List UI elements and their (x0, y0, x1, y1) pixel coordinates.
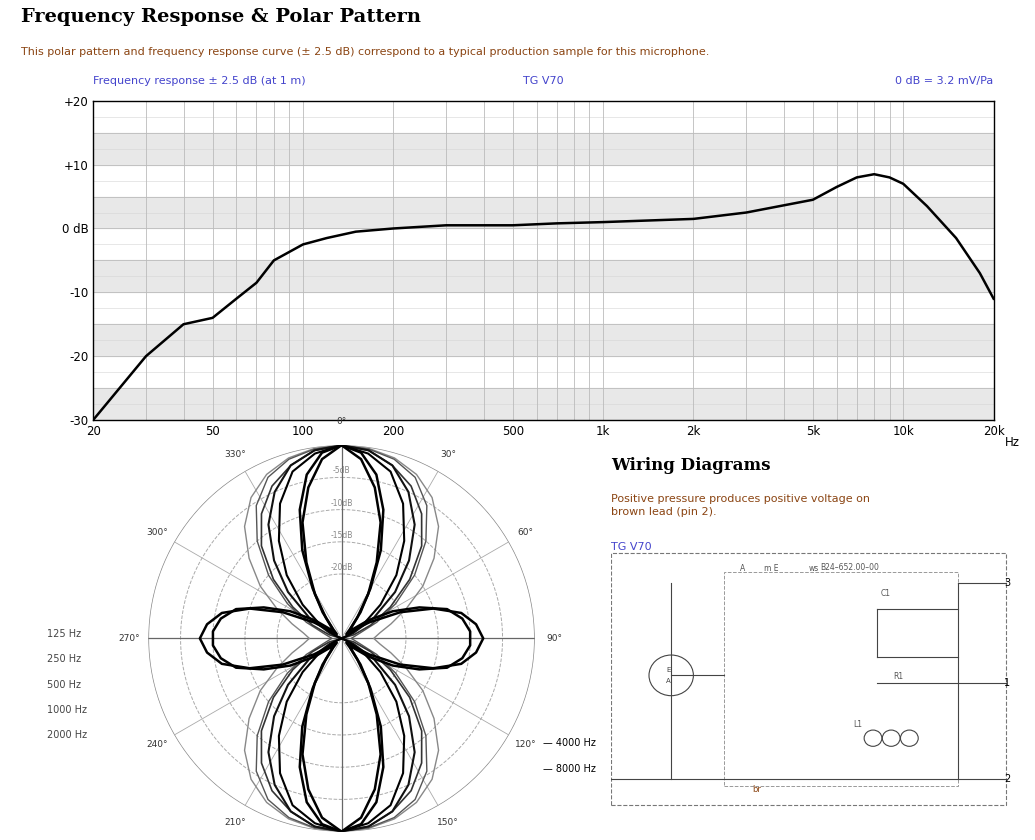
Text: C1: C1 (881, 589, 891, 597)
Text: This polar pattern and frequency response curve (± 2.5 dB) correspond to a typic: This polar pattern and frequency respons… (21, 46, 709, 56)
Bar (93, 197, 994, 228)
Bar (93, 324, 994, 356)
Text: 1000 Hz: 1000 Hz (47, 705, 87, 715)
Text: Hz: Hz (1004, 436, 1019, 449)
Text: 60°: 60° (518, 528, 534, 537)
Text: 3: 3 (1004, 578, 1010, 588)
Text: -15dB: -15dB (330, 531, 353, 540)
Text: Frequency Response & Polar Pattern: Frequency Response & Polar Pattern (21, 8, 420, 26)
Text: -20dB: -20dB (330, 563, 353, 572)
Text: 150°: 150° (437, 818, 459, 827)
Text: — 8000 Hz: — 8000 Hz (543, 764, 596, 774)
Text: 300°: 300° (147, 528, 169, 537)
Text: -10dB: -10dB (330, 499, 353, 507)
Text: 1: 1 (1004, 678, 1010, 688)
Bar (93, 388, 994, 420)
Text: B24–652.00–00: B24–652.00–00 (821, 563, 880, 572)
Bar (93, 133, 994, 165)
Text: -5dB: -5dB (332, 466, 351, 475)
Text: 0°: 0° (336, 417, 347, 426)
Text: 330°: 330° (225, 450, 246, 459)
Text: 240°: 240° (147, 740, 169, 749)
Text: Positive pressure produces positive voltage on
brown lead (pin 2).: Positive pressure produces positive volt… (611, 494, 869, 517)
Text: A: A (740, 564, 745, 574)
Text: L1: L1 (853, 720, 862, 729)
Text: m E: m E (764, 564, 778, 574)
Text: 250 Hz: 250 Hz (47, 654, 81, 664)
Bar (723, 572, 957, 786)
Text: Frequency response ± 2.5 dB (at 1 m): Frequency response ± 2.5 dB (at 1 m) (93, 76, 305, 87)
Text: TG V70: TG V70 (611, 543, 651, 553)
Text: A: A (667, 678, 671, 684)
Text: 125 Hz: 125 Hz (47, 629, 81, 639)
Text: — 4000 Hz: — 4000 Hz (543, 738, 596, 748)
Text: E: E (667, 667, 671, 673)
Bar (93, 260, 994, 292)
Text: Wiring Diagrams: Wiring Diagrams (611, 457, 770, 475)
Text: R1: R1 (893, 672, 904, 680)
Text: ws: ws (808, 564, 819, 574)
Text: br: br (751, 785, 761, 794)
Text: 2000 Hz: 2000 Hz (47, 730, 87, 740)
Bar (611, 554, 1006, 805)
Text: 2: 2 (1004, 774, 1010, 784)
Text: 120°: 120° (514, 740, 536, 749)
Text: 500 Hz: 500 Hz (47, 680, 81, 690)
Text: 0 dB = 3.2 mV/Pa: 0 dB = 3.2 mV/Pa (895, 76, 994, 87)
Text: 270°: 270° (118, 634, 140, 643)
Text: TG V70: TG V70 (523, 76, 564, 87)
Text: 30°: 30° (440, 450, 455, 459)
Text: 90°: 90° (546, 634, 562, 643)
Text: 210°: 210° (225, 818, 246, 827)
